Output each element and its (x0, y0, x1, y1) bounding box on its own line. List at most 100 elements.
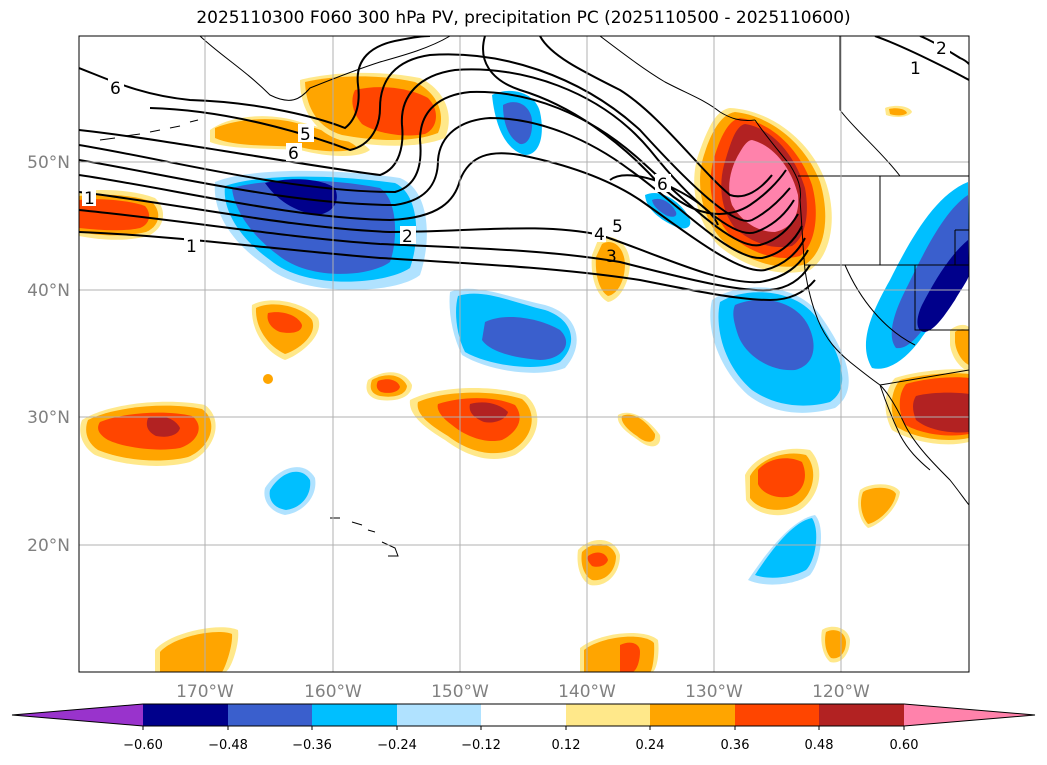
coastlines (99, 36, 969, 557)
mexico-border (879, 369, 969, 386)
lon-label-140w: 140°W (558, 682, 616, 702)
se-alaska-coastline (599, 36, 756, 121)
pv-contour (149, 53, 791, 222)
precip-positive-region (620, 642, 640, 672)
precip-positive-region (913, 392, 969, 433)
precip-positive-region (267, 312, 302, 333)
colorbar-tick-label: −0.48 (208, 738, 248, 753)
colorbar-tick-label: −0.36 (292, 738, 332, 753)
precip-negative-region (733, 299, 814, 371)
precip-positive-region (146, 416, 180, 437)
contour-label: 5 (612, 217, 623, 237)
colorbar-segment (228, 704, 313, 726)
map-frame (78, 35, 970, 673)
latitude-labels: 50°N 40°N 30°N 20°N (27, 153, 70, 556)
precip-positive-region (215, 119, 358, 152)
colorbar-tick-label: −0.60 (123, 738, 163, 753)
contour-label: 4 (594, 225, 605, 245)
us-west-coastline (799, 199, 969, 506)
pv-contour (79, 231, 816, 302)
contour-labels: 6 5 6 2 1 1 6 4 5 3 2 1 (82, 38, 950, 267)
pv-contour (482, 36, 787, 215)
contour-label: 1 (186, 237, 197, 257)
colorbar-tick-label: 0.24 (636, 738, 665, 753)
precip-positive-region (860, 487, 896, 524)
colorbar-segment (566, 704, 651, 726)
precip-positive-region (263, 374, 273, 384)
colorbar-extend-high (904, 704, 1035, 726)
lat-label-30n: 30°N (27, 408, 70, 428)
bc-coastline (754, 119, 801, 201)
colorbar-segment (819, 704, 904, 726)
lon-label-120w: 120°W (812, 682, 870, 702)
precip-negative-region (891, 195, 969, 349)
pv-contour (79, 152, 806, 272)
colorbar-tick-label: −0.24 (377, 738, 417, 753)
precip-positive-region (160, 632, 233, 672)
precip-positive-region (955, 329, 969, 365)
lon-label-170w: 170°W (176, 682, 234, 702)
precip-negative-region (652, 198, 677, 217)
precip-positive-region (352, 87, 436, 136)
pv-contour (874, 36, 969, 81)
state-borders (805, 176, 969, 346)
precip-positive-region (595, 242, 625, 296)
pv-contour (79, 191, 809, 284)
contour-label: 1 (910, 59, 921, 79)
lat-label-40n: 40°N (27, 281, 70, 301)
colorbar-tick-label: 0.48 (805, 738, 834, 753)
pv-contours (79, 36, 969, 302)
lat-label-20n: 20°N (27, 536, 70, 556)
contour-label: 6 (288, 144, 299, 164)
precip-positive-region (729, 140, 799, 232)
colorbar-tick-label: 0.60 (890, 738, 919, 753)
pv-contour (79, 90, 799, 247)
lon-label-150w: 150°W (431, 682, 489, 702)
colorbar-tick-label: 0.12 (552, 738, 581, 753)
lon-label-160w: 160°W (304, 682, 362, 702)
gridlines (79, 36, 969, 672)
figure-title: 2025110300 F060 300 hPa PV, precipitatio… (196, 8, 851, 28)
map-content: 6 5 6 2 1 1 6 4 5 3 2 1 (79, 36, 969, 672)
precip-positive-region (621, 414, 656, 442)
colorbar-tick-label: −0.12 (461, 738, 501, 753)
contour-label: 2 (402, 227, 413, 247)
aleutian-islands (99, 119, 199, 141)
pv-contour (919, 36, 969, 65)
contour-label: 1 (84, 189, 95, 209)
longitude-labels: 170°W 160°W 150°W 140°W 130°W 120°W (176, 682, 870, 702)
precip-positive-region (889, 108, 907, 116)
precip-negative-region (503, 102, 533, 145)
contour-label: 5 (300, 125, 311, 145)
contour-label: 6 (657, 175, 668, 195)
lon-label-130w: 130°W (685, 682, 743, 702)
pv-contour (79, 68, 795, 235)
pv-contour (79, 116, 803, 260)
pv-contour (539, 36, 773, 198)
precip-positive-region (376, 379, 400, 393)
colorbar-segment (650, 704, 735, 726)
lat-label-50n: 50°N (27, 153, 70, 173)
precip-negative-region (482, 316, 567, 360)
precip-negative-region (917, 240, 969, 332)
precip-negative-region (269, 471, 311, 510)
colorbar-segment (397, 704, 482, 726)
alaska-coastline (199, 36, 451, 101)
precip-negative-region (755, 518, 817, 578)
colorbar-segment (481, 704, 566, 726)
colorbar-segment (735, 704, 820, 726)
colorbar: −0.60 −0.48 −0.36 −0.24 −0.12 0.12 0.24 … (11, 703, 1036, 753)
pv-contour (79, 36, 431, 130)
contour-label: 3 (606, 247, 617, 267)
contour-label: 6 (110, 79, 121, 99)
colorbar-segment (143, 704, 228, 726)
baja-california (879, 384, 931, 471)
contour-label: 2 (936, 39, 947, 59)
precip-positive-region (587, 552, 608, 567)
colorbar-segment (312, 704, 397, 726)
colorbar-extend-low (12, 704, 143, 726)
colorbar-tick-label: 0.36 (721, 738, 750, 753)
hawaii-islands (330, 517, 399, 557)
precip-positive-region (758, 458, 805, 498)
